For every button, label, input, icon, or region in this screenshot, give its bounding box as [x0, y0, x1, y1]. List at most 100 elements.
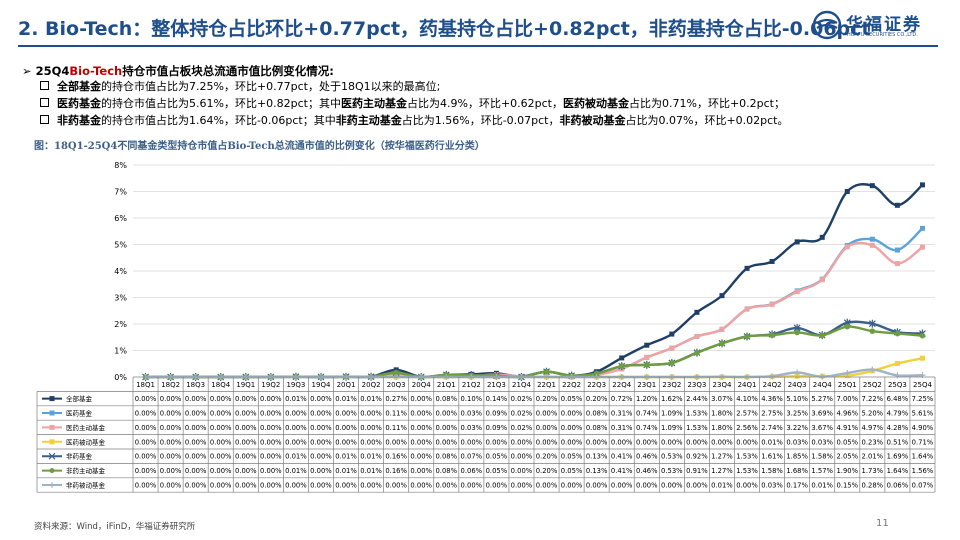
table-cell: 0.13%	[586, 453, 608, 461]
x-tick-label: 25Q1	[838, 381, 857, 389]
data-point	[869, 328, 876, 334]
table-cell: 0.74%	[636, 424, 658, 432]
table-cell: 0.00%	[736, 438, 758, 446]
data-point	[543, 368, 550, 375]
table-cell: 0.53%	[661, 453, 683, 461]
table-cell: 0.00%	[611, 482, 633, 490]
table-cell: 5.10%	[786, 395, 808, 403]
table-cell: 4.79%	[887, 410, 909, 418]
table-cell: 0.00%	[536, 438, 558, 446]
x-tick-label: 25Q3	[888, 381, 907, 389]
data-point	[769, 332, 775, 338]
table-cell: 0.00%	[210, 424, 232, 432]
y-tick-label: 1%	[114, 347, 127, 356]
legend-entry: 非药基金	[42, 452, 93, 461]
data-point	[919, 244, 925, 250]
table-cell: 0.00%	[210, 395, 232, 403]
legend-label: 非药主动基金	[66, 466, 106, 475]
table-cell: 2.56%	[736, 424, 758, 432]
table-cell: 0.00%	[285, 424, 307, 432]
table-cell: 0.10%	[461, 395, 483, 403]
table-cell: 1.69%	[887, 453, 909, 461]
table-cell: 0.00%	[160, 453, 182, 461]
table-cell: 0.00%	[310, 467, 332, 475]
table-cell: 0.00%	[335, 424, 357, 432]
table-cell: 4.96%	[836, 410, 858, 418]
legend-entry: 全部基金	[42, 394, 93, 403]
table-cell: 0.01%	[285, 453, 307, 461]
table-cell: 5.61%	[912, 410, 934, 418]
table-cell: 7.22%	[862, 395, 884, 403]
x-tick-label: 20Q1	[337, 381, 356, 389]
table-cell: 0.11%	[385, 424, 407, 432]
table-cell: 0.00%	[135, 395, 157, 403]
legend-entry: 非药被动基金	[42, 481, 106, 490]
table-cell: 5.20%	[862, 410, 884, 418]
table-cell: 0.16%	[385, 467, 407, 475]
table-cell: 0.00%	[135, 453, 157, 461]
table-cell: 0.15%	[836, 482, 858, 490]
x-tick-label: 23Q1	[637, 381, 656, 389]
table-cell: 1.80%	[711, 424, 733, 432]
bullet-text: 的持仓市值占比为5.61%，环比+0.82pct；其中	[101, 97, 341, 110]
data-point	[894, 330, 901, 337]
table-cell: 0.00%	[185, 410, 207, 418]
table-cell: 3.67%	[811, 424, 833, 432]
data-point	[644, 354, 650, 360]
legend-marker	[49, 424, 55, 430]
table-cell: 0.74%	[636, 410, 658, 418]
x-tick-label: 21Q3	[487, 381, 506, 389]
table-cell: 0.00%	[285, 438, 307, 446]
line-chart: 0% 1% 2% 3% 4% 5% 6% 7% 8% 18Q1 18Q2 18Q3 18Q4 19Q1 19…	[36, 161, 936, 493]
table-cell: 0.00%	[360, 424, 382, 432]
table-cell: 0.00%	[360, 410, 382, 418]
series-1	[143, 225, 925, 380]
table-cell: 0.23%	[862, 438, 884, 446]
table-cell: 0.00%	[310, 482, 332, 490]
table-cell: 3.25%	[786, 410, 808, 418]
table-cell: 0.00%	[210, 438, 232, 446]
bullet-text: 医药主动基金	[341, 97, 407, 110]
legend-entry: 医药被动基金	[42, 437, 106, 446]
bullet-text: 全部基金	[57, 80, 101, 93]
table-cell: 1.27%	[711, 453, 733, 461]
table-cell: 1.53%	[686, 424, 708, 432]
data-point	[844, 370, 851, 377]
table-cell: 0.51%	[887, 438, 909, 446]
table-cell: 0.01%	[711, 482, 733, 490]
legend-label: 非药基金	[66, 452, 93, 461]
table-cell: 0.00%	[536, 482, 558, 490]
data-point	[669, 345, 675, 351]
table-cell: 0.09%	[486, 424, 508, 432]
table-cell: 4.36%	[761, 395, 783, 403]
source-note: 资料来源：Wind，iFinD，华福证券研究所	[34, 522, 196, 532]
table-cell: 0.00%	[235, 395, 257, 403]
table-cell: 0.00%	[410, 438, 432, 446]
table-cell: 0.27%	[385, 395, 407, 403]
figure-title: 图：18Q1-25Q4不同基金类型持仓市值占Bio-Tech总流通市值的比例变化…	[34, 141, 485, 152]
table-cell: 0.03%	[786, 438, 808, 446]
legend-entry: 非药主动基金	[42, 466, 106, 475]
table-cell: 0.20%	[586, 395, 608, 403]
data-point	[894, 372, 901, 379]
table-cell: 1.53%	[686, 410, 708, 418]
table-cell: 0.05%	[561, 453, 583, 461]
table-cell: 0.00%	[511, 453, 533, 461]
table-cell: 0.00%	[260, 438, 282, 446]
x-tick-label: 20Q2	[362, 381, 381, 389]
table-cell: 0.00%	[636, 438, 658, 446]
table-cell: 0.01%	[360, 395, 382, 403]
checkbox-square-icon	[40, 98, 49, 107]
table-cell: 0.00%	[160, 424, 182, 432]
bullet-text: 非药基金	[57, 114, 101, 127]
x-tick-label: 24Q1	[738, 381, 757, 389]
table-cell: 0.00%	[410, 482, 432, 490]
table-cell: 0.06%	[461, 467, 483, 475]
table-cell: 0.20%	[536, 467, 558, 475]
table-cell: 0.00%	[260, 467, 282, 475]
table-cell: 0.00%	[160, 482, 182, 490]
table-cell: 0.16%	[385, 453, 407, 461]
table-cell: 0.00%	[235, 453, 257, 461]
table-cell: 0.11%	[385, 410, 407, 418]
series-2	[143, 241, 925, 380]
